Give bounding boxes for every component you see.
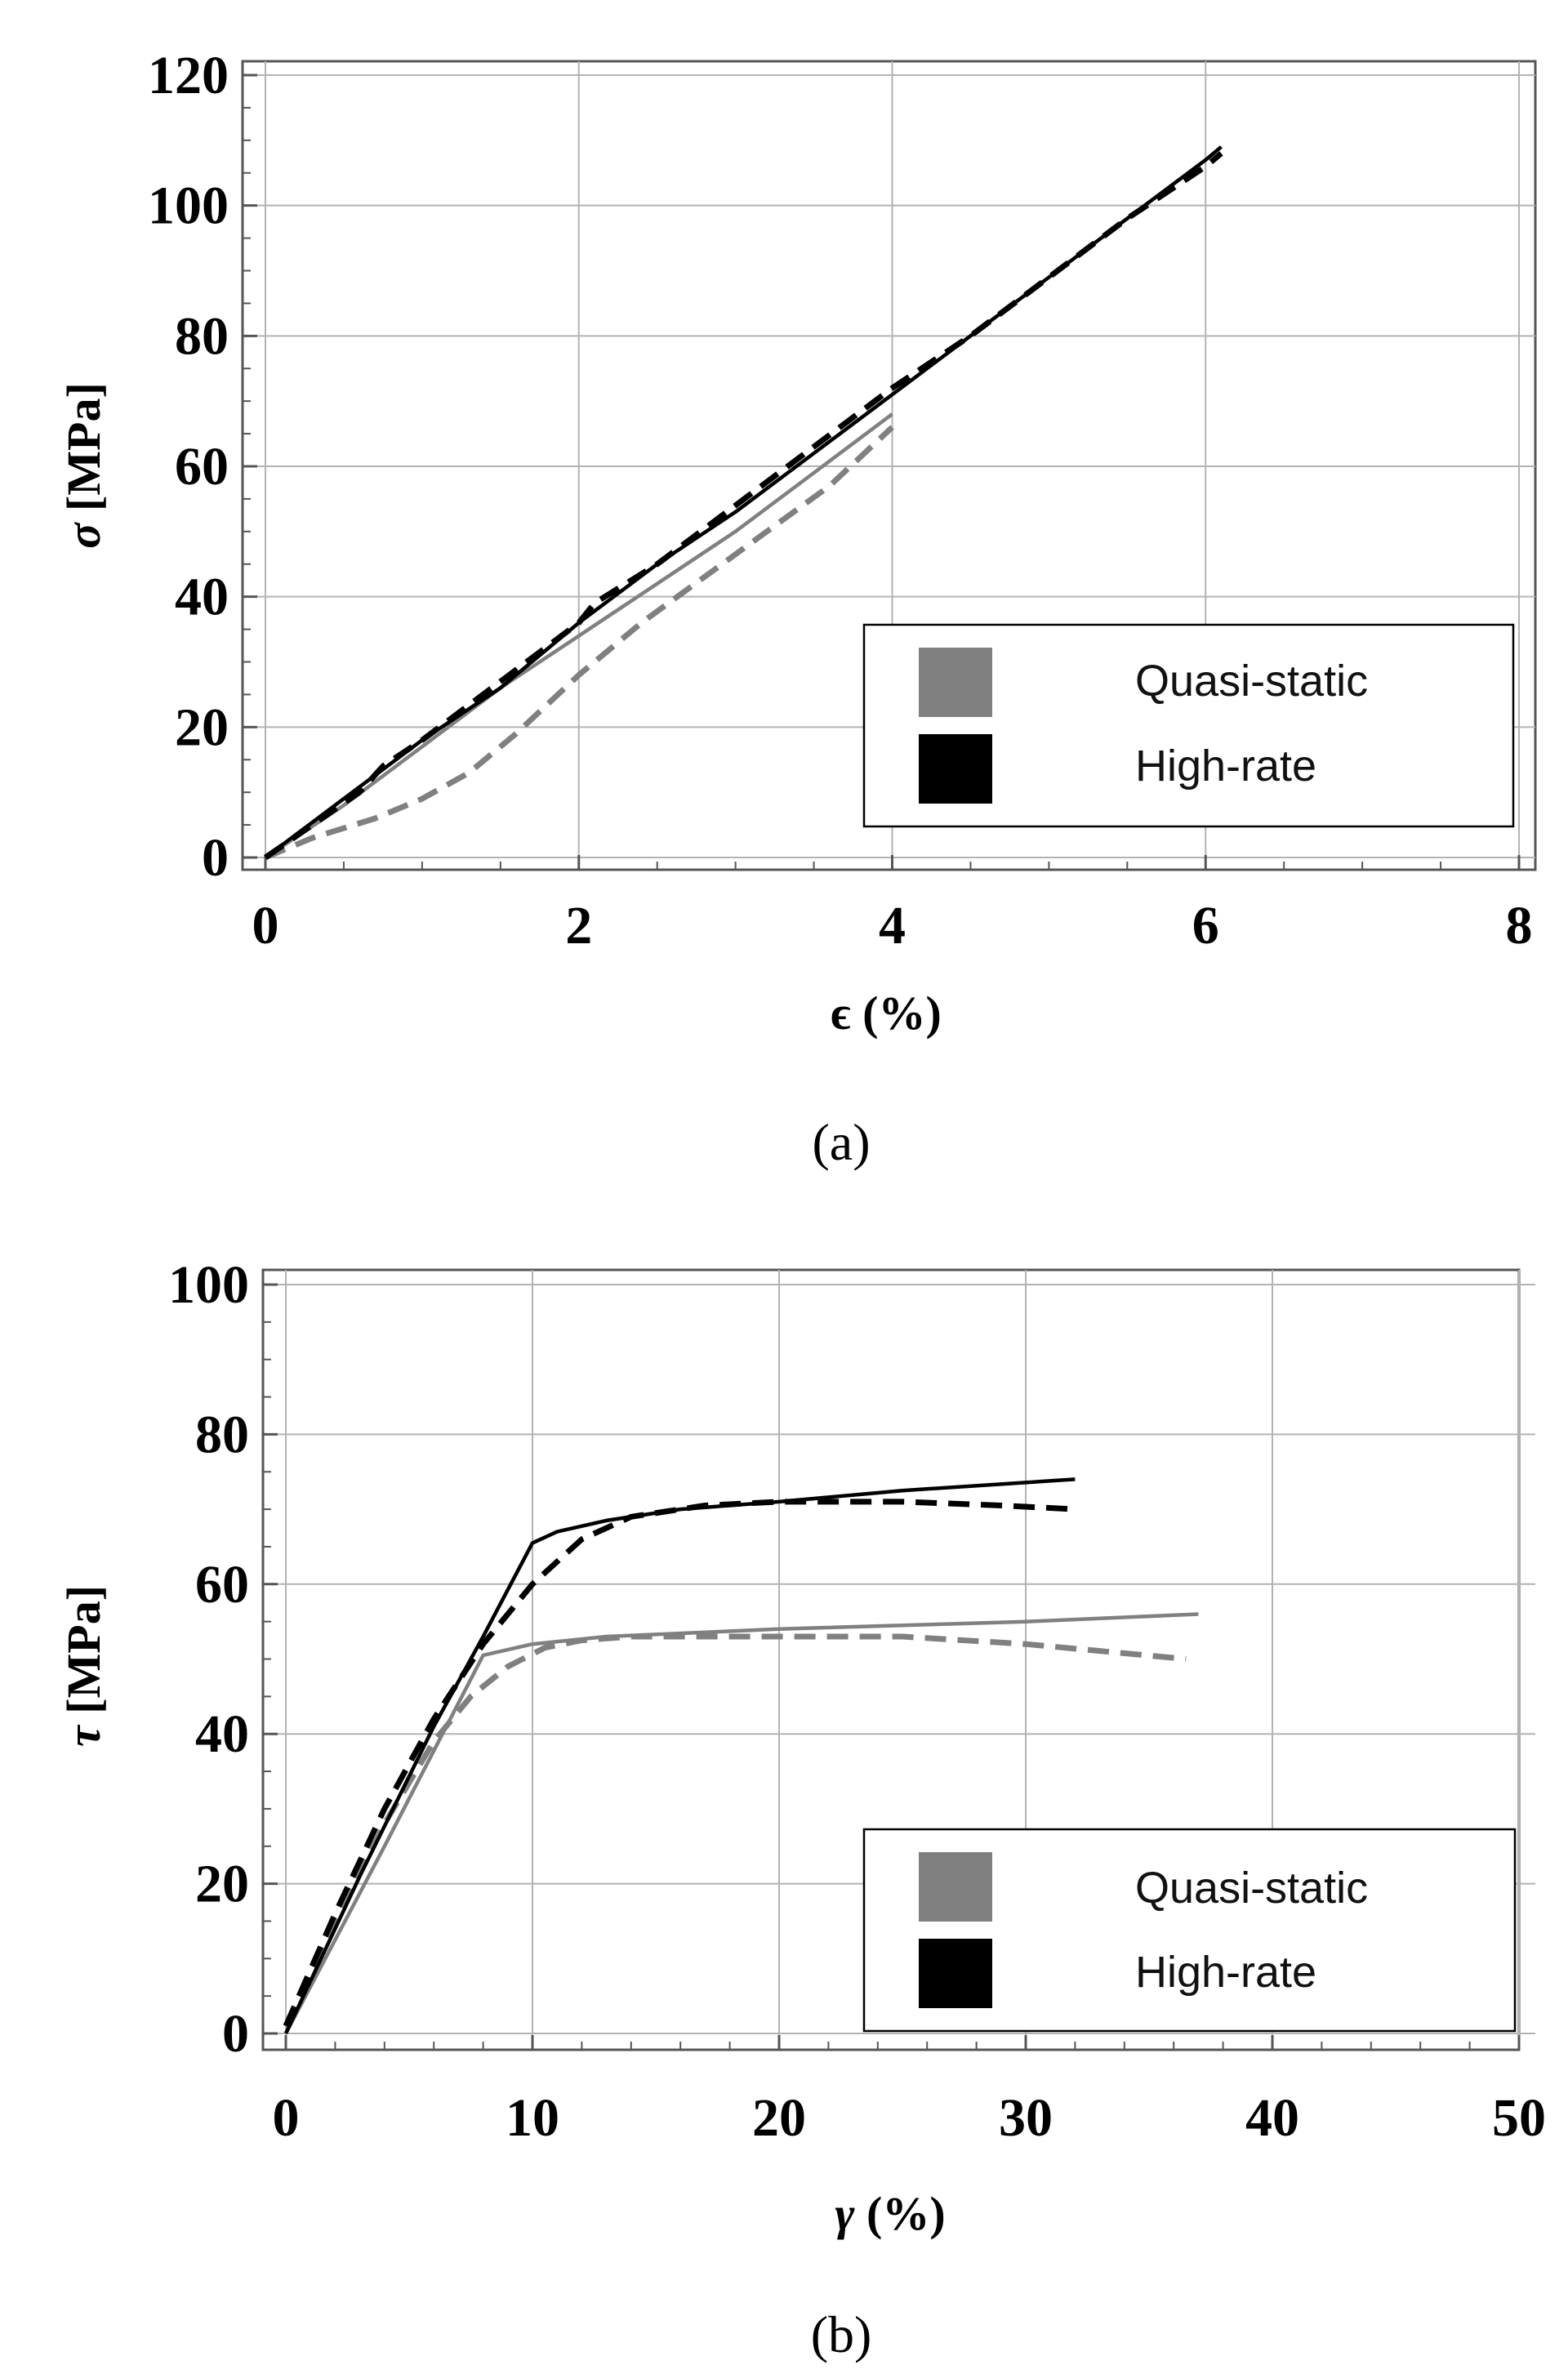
x-tick-label: 20 bbox=[752, 2088, 806, 2148]
x-tick-label: 2 bbox=[565, 896, 592, 955]
y-tick-label: 0 bbox=[202, 828, 229, 888]
ticks-b bbox=[263, 1283, 1521, 2050]
y-tick-label: 120 bbox=[148, 46, 229, 105]
legend-swatch-quasi-a bbox=[919, 648, 992, 717]
y-tick-label: 100 bbox=[168, 1255, 249, 1315]
caption-b: (b) bbox=[811, 2305, 872, 2363]
y-axis-label-a: σ [MPa] bbox=[57, 382, 110, 549]
x-axis-label-a: ϵ (%) bbox=[831, 987, 942, 1040]
y-tick-label: 0 bbox=[222, 2004, 249, 2064]
y-axis-unit-b: [MPa] bbox=[57, 1585, 110, 1726]
series-b bbox=[283, 1477, 1199, 2035]
y-tick-label: 20 bbox=[175, 697, 229, 757]
ticks-a bbox=[243, 73, 1521, 870]
legend-label-quasi-b: Quasi-static bbox=[1135, 1864, 1368, 1913]
legend-label-quasi-a: Quasi-static bbox=[1135, 657, 1368, 706]
y-axis-label-b: τ [MPa] bbox=[57, 1585, 110, 1747]
x-axis-symbol-a: ϵ bbox=[831, 987, 850, 1040]
y-tick-label: 80 bbox=[195, 1405, 249, 1464]
tick-labels-b: 0 10 20 30 40 50 0 20 40 60 80 100 bbox=[168, 1255, 1546, 2148]
caption-a: (a) bbox=[812, 1113, 870, 1171]
x-tick-label: 6 bbox=[1192, 896, 1219, 955]
x-tick-label: 30 bbox=[999, 2088, 1053, 2148]
x-tick-label: 0 bbox=[273, 2088, 300, 2148]
y-tick-label: 20 bbox=[195, 1855, 249, 1914]
y-tick-label: 80 bbox=[175, 306, 229, 366]
y-axis-symbol-a: σ bbox=[57, 522, 110, 549]
legend-swatch-high-b bbox=[919, 1939, 992, 2008]
y-axis-symbol-b: τ bbox=[57, 1724, 110, 1747]
legend-label-high-b: High-rate bbox=[1135, 1948, 1316, 1997]
y-tick-label: 40 bbox=[195, 1704, 249, 1764]
x-axis-symbol-b: γ bbox=[835, 2187, 855, 2240]
x-axis-unit-b: (%) bbox=[855, 2187, 946, 2240]
legend-swatch-high-a bbox=[919, 734, 992, 804]
y-tick-label: 100 bbox=[148, 176, 229, 236]
legend-swatch-quasi-b bbox=[919, 1852, 992, 1922]
x-axis-label-b: γ (%) bbox=[835, 2187, 945, 2240]
x-tick-label: 8 bbox=[1506, 896, 1533, 955]
panel-b: 0 10 20 30 40 50 0 20 40 60 80 100 γ (%) τ [MPa] Qu… bbox=[57, 1255, 1546, 2363]
series-line-quasi-solid bbox=[264, 412, 893, 859]
x-tick-label: 10 bbox=[506, 2088, 559, 2148]
x-tick-label: 4 bbox=[879, 896, 906, 955]
grid-b bbox=[263, 1270, 1535, 2050]
series-line-quasi-dashed bbox=[264, 425, 894, 861]
x-tick-label: 0 bbox=[252, 896, 279, 955]
y-tick-label: 60 bbox=[175, 437, 229, 497]
y-tick-label: 60 bbox=[195, 1555, 249, 1615]
x-tick-label: 40 bbox=[1245, 2088, 1299, 2148]
y-tick-label: 40 bbox=[175, 568, 229, 627]
series-line-high-solid bbox=[283, 1477, 1076, 2034]
series-line-high-dashed bbox=[264, 151, 1223, 860]
legend-b: Quasi-static High-rate bbox=[862, 1828, 1517, 2033]
series-line-high-dashed bbox=[283, 1499, 1076, 2028]
x-tick-label: 50 bbox=[1492, 2088, 1546, 2148]
series-a bbox=[264, 145, 1223, 861]
legend-a: Quasi-static High-rate bbox=[862, 623, 1515, 828]
series-line-quasi-dashed bbox=[283, 1633, 1187, 2028]
y-axis-unit-a: [MPa] bbox=[57, 382, 110, 523]
legend-label-high-a: High-rate bbox=[1135, 742, 1316, 791]
x-axis-unit-a: (%) bbox=[851, 987, 942, 1040]
